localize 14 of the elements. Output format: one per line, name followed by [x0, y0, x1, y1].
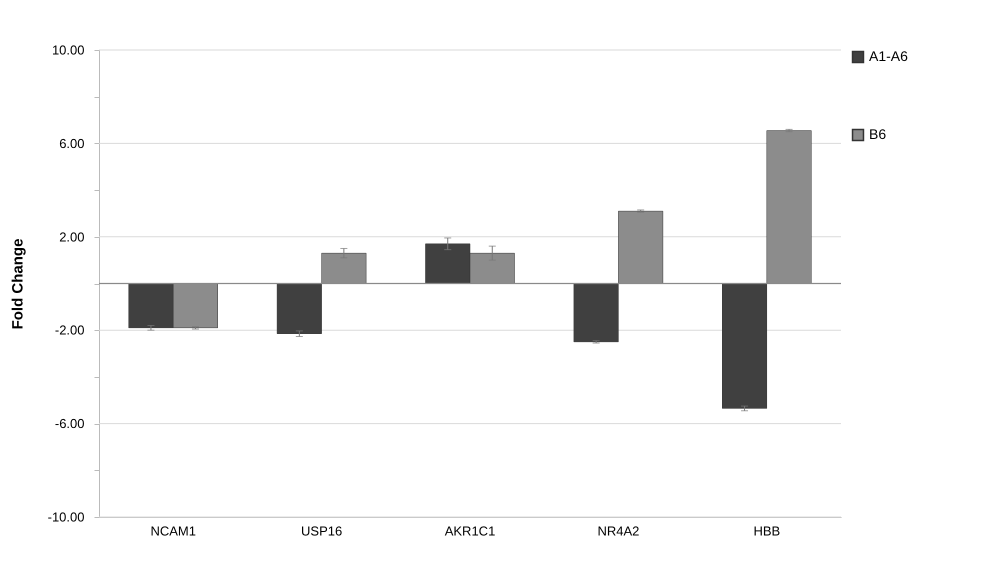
x-tick-label: USP16	[301, 524, 342, 538]
legend-label: A1-A6	[869, 48, 908, 64]
x-tick-label: NR4A2	[597, 524, 640, 538]
x-tick-label: HBB	[753, 524, 780, 538]
legend-label: B6	[869, 126, 886, 142]
y-tick-label: 2.00	[59, 229, 84, 244]
y-tick-label: 6.00	[59, 136, 84, 151]
x-tick-label: NCAM1	[150, 524, 196, 538]
y-tick-label: -2.00	[54, 322, 84, 338]
y-axis-title: Fold Change	[10, 238, 27, 330]
y-tick-label: -10.00	[48, 510, 84, 524]
y-tick-label: 10.00	[52, 42, 84, 58]
x-tick-label: AKR1C1	[444, 524, 496, 538]
y-tick-label: -6.00	[54, 416, 84, 432]
